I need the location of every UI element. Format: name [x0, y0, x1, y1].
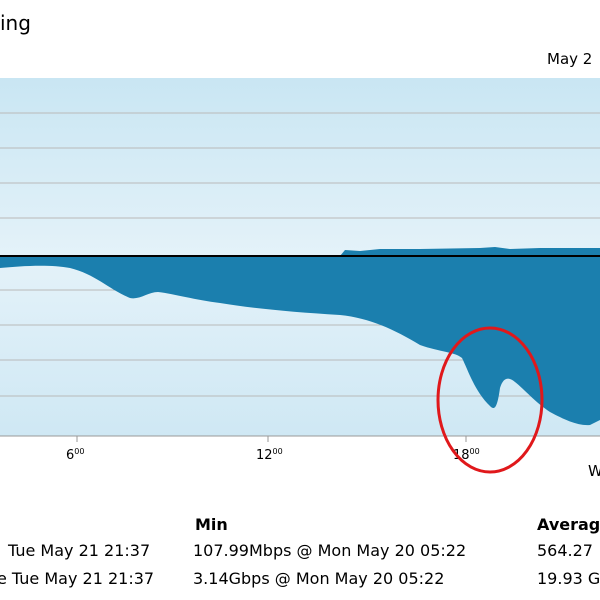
cell: 107.99Mbps @ Mon May 20 05:22 [193, 541, 466, 560]
cell: Tue May 21 21:37 [7, 541, 150, 560]
highlight-circle [436, 326, 544, 474]
hour: 18 [453, 448, 470, 463]
outbound-area [0, 256, 600, 426]
date: May 2 [547, 50, 592, 68]
hour: 6 [66, 448, 74, 463]
hour: 12 [256, 448, 273, 463]
cell: e Tue May 21 21:37 [0, 569, 154, 588]
title: ing [0, 11, 31, 35]
x-corner: W [588, 462, 600, 480]
cell: 19.93 G [537, 569, 600, 588]
minute: 00 [74, 447, 84, 456]
x-label: 1200 [256, 447, 283, 463]
inbound-area [340, 247, 600, 256]
table-header: Min [195, 515, 228, 534]
x-label: 600 [66, 447, 84, 463]
minute: 00 [273, 447, 283, 456]
minute: 00 [470, 447, 480, 456]
ticks [76, 436, 467, 442]
cell: 3.14Gbps @ Mon May 20 05:22 [193, 569, 444, 588]
table-header: Averag [537, 515, 600, 534]
x-label: 1800 [453, 447, 480, 463]
cell: 564.27 [537, 541, 593, 560]
